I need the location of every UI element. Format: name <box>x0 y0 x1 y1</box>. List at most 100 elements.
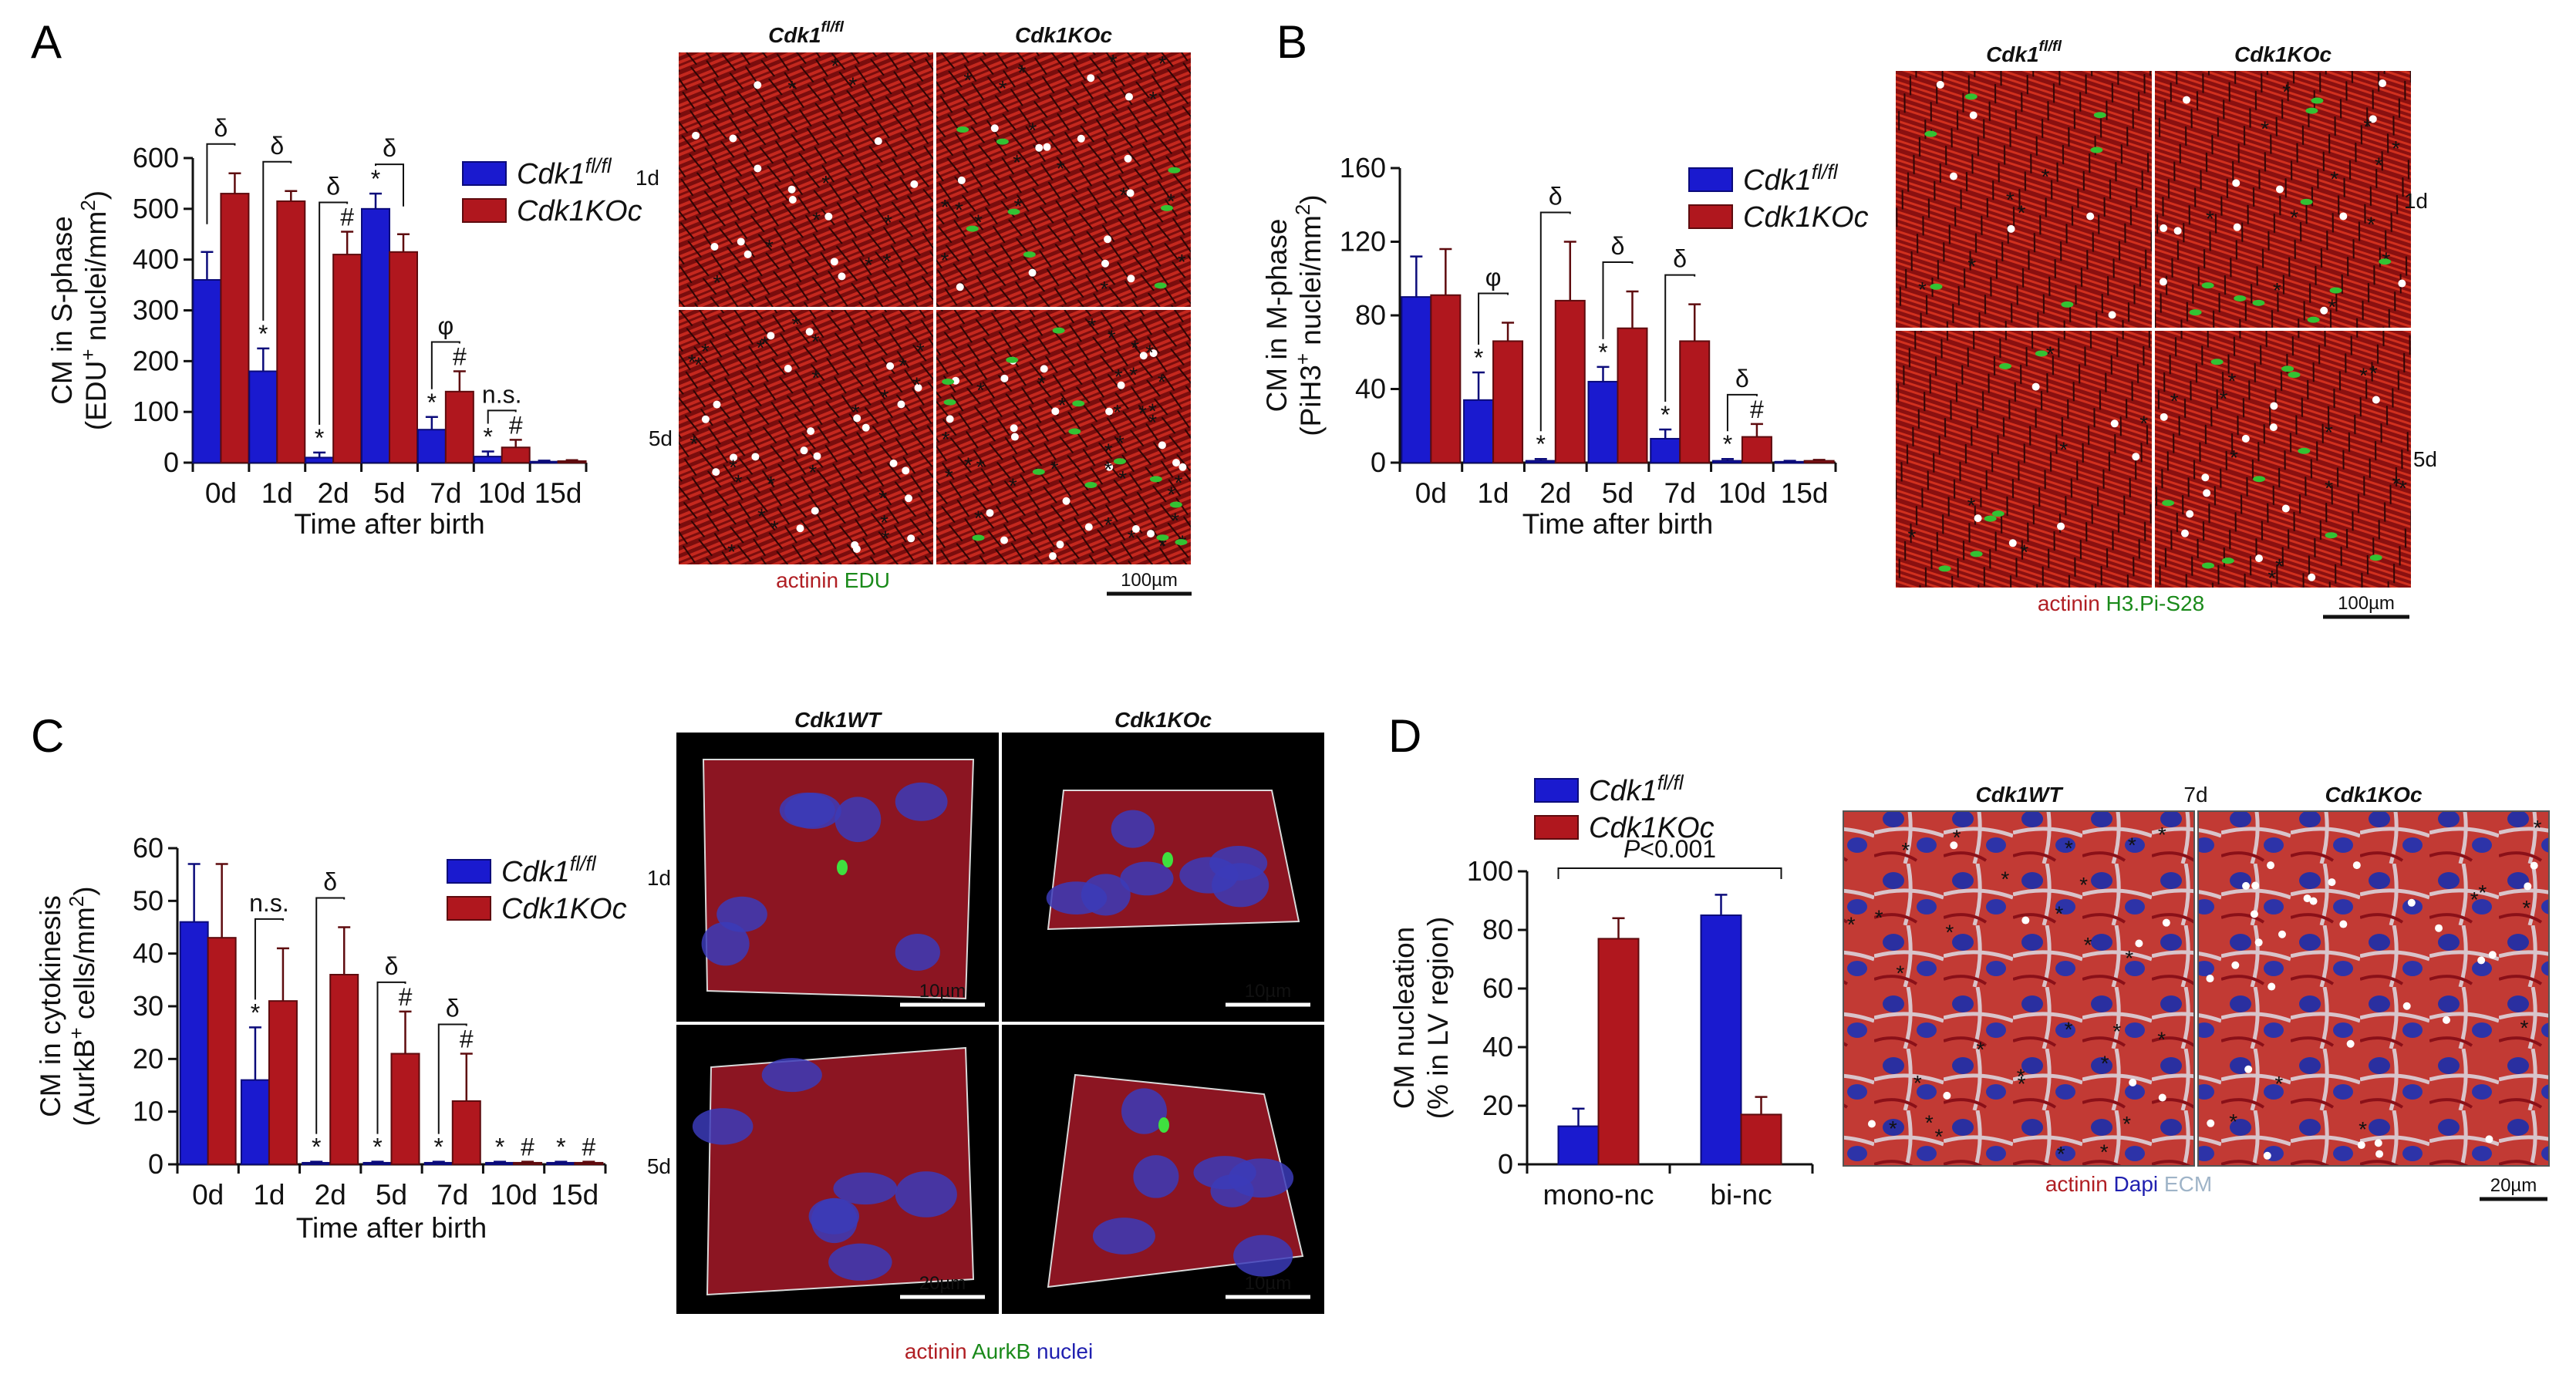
legend-label: Cdk1fl/fl <box>1589 771 1684 807</box>
nucleus-star: * <box>760 332 769 356</box>
nucleus-dot <box>2057 522 2065 531</box>
nucleus-star: * <box>1158 534 1167 558</box>
legend-label: Cdk1KOc <box>501 893 627 925</box>
nucleus <box>692 1108 754 1145</box>
comparison-symbol: φ <box>1485 264 1502 291</box>
y-axis-label-part: ) <box>1295 194 1327 204</box>
nucleus <box>808 1197 859 1234</box>
nucleus-dot <box>1101 259 1109 268</box>
nucleus-star: * <box>2065 837 2073 861</box>
y-axis-label-part: nuclei/mm <box>1295 215 1327 353</box>
legend-swatch <box>462 161 507 186</box>
y-axis-label-line1: CM in S-phase <box>46 216 78 405</box>
nucleus-star: * <box>2534 816 2542 840</box>
significance-marker-hash: # <box>453 343 467 371</box>
x-tick-label: mono-nc <box>1543 1179 1654 1211</box>
nucleus-dot <box>811 507 819 515</box>
nucleus-star: * <box>1131 335 1139 359</box>
nucleus-dot <box>2031 382 2040 391</box>
timepoint-label: 7d <box>2183 783 2207 807</box>
nucleus-star: * <box>1896 962 1904 985</box>
column-header: Cdk1KOc <box>1114 708 1212 732</box>
nucleus-star: * <box>1017 61 1026 85</box>
x-tick-label: 15d <box>551 1179 598 1211</box>
nucleus-dot <box>1000 374 1009 382</box>
scalebar-label: 20µm <box>919 1273 966 1294</box>
legend-label-sup: fl/fl <box>1812 160 1839 184</box>
p-value-italic: P <box>1623 835 1640 863</box>
y-axis-label-part: 2 <box>78 200 99 211</box>
significance-marker-star: * <box>373 1133 382 1161</box>
nucleus-star: * <box>899 354 907 378</box>
nucleus-star: * <box>787 76 796 100</box>
comparison-bracket <box>254 918 284 1000</box>
comparison-bracket <box>1664 274 1696 403</box>
significance-marker-star: * <box>251 999 260 1026</box>
nucleus-star: * <box>2079 873 2088 897</box>
legend-label-main: Cdk1KOc <box>517 195 642 227</box>
x-axis-label: Time after birth <box>296 1212 487 1244</box>
legend-label-sup: fl/fl <box>570 852 597 875</box>
marker-signal <box>2093 112 2106 119</box>
y-axis-label-part: 2 <box>66 896 88 907</box>
nucleus-star: * <box>2125 946 2133 970</box>
column-header: Cdk1WT <box>1976 783 2065 807</box>
bar-ko <box>1430 294 1462 463</box>
bar-ko <box>501 446 531 463</box>
x-tick-label: 7d <box>430 477 461 509</box>
nucleus-star: * <box>2282 79 2291 103</box>
nucleus-dot <box>710 242 719 251</box>
bar-fl <box>485 1161 515 1165</box>
panel-letter-D: D <box>1388 710 1421 762</box>
bar-ko <box>1803 460 1835 463</box>
nucleus-star: * <box>812 208 821 232</box>
y-tick-label: 100 <box>1467 855 1513 887</box>
marker-signal <box>1930 283 1943 290</box>
nucleus-star: * <box>974 507 983 531</box>
nucleus-dot <box>807 427 815 436</box>
nucleus <box>895 1171 957 1218</box>
nucleus-star: * <box>1058 393 1067 417</box>
marker-signal <box>2201 562 2214 569</box>
comparison-symbol: δ <box>1611 232 1625 260</box>
marker-signal <box>2234 295 2247 301</box>
nucleus-dot <box>2244 1065 2253 1073</box>
nucleus-star: * <box>1108 325 1116 349</box>
y-tick-label: 40 <box>1482 1031 1513 1063</box>
nucleus-dot <box>853 414 861 423</box>
nucleus-star: * <box>964 453 973 477</box>
x-tick-label: 0d <box>1415 477 1447 509</box>
comparison-bracket <box>376 981 406 1134</box>
column-header-main: Cdk1WT <box>1976 783 2065 807</box>
nucleus-star: * <box>765 235 774 259</box>
nucleus-dot <box>1127 275 1135 283</box>
nucleus-dot <box>897 400 905 409</box>
nucleus-dot <box>2159 278 2167 286</box>
marker-signal <box>2298 447 2311 454</box>
legend-swatch <box>447 896 491 921</box>
stain-label: ECM <box>2158 1172 2212 1196</box>
marker-signal <box>1169 501 1182 508</box>
nucleus-star: * <box>1014 194 1023 218</box>
bar-fl <box>179 921 209 1165</box>
nucleus-star: * <box>1104 439 1113 463</box>
legend-label: Cdk1fl/fl <box>1743 160 1839 197</box>
nucleus-dot <box>2339 920 2348 928</box>
bar-ko <box>444 390 474 464</box>
y-tick-label: 600 <box>133 142 179 173</box>
comparison-symbol: δ <box>1549 183 1563 211</box>
nucleus-dot <box>2477 956 2486 965</box>
stain-label: actinin <box>2045 1172 2108 1196</box>
nucleus-dot <box>1051 407 1060 416</box>
significance-marker-hash: # <box>399 983 413 1011</box>
x-tick-label: 1d <box>253 1179 285 1211</box>
y-tick-label: 50 <box>133 884 164 916</box>
nucleus-dot <box>1056 541 1064 549</box>
nucleus-dot <box>1867 1120 1876 1128</box>
nucleus-star: * <box>2399 477 2407 500</box>
bar-fl <box>240 1079 270 1165</box>
y-axis-label-line1: CM nucleation <box>1388 927 1420 1110</box>
significance-marker-star: * <box>1661 401 1670 429</box>
column-header: Cdk1fl/fl <box>768 19 844 47</box>
comparison-bracket <box>1478 292 1509 345</box>
